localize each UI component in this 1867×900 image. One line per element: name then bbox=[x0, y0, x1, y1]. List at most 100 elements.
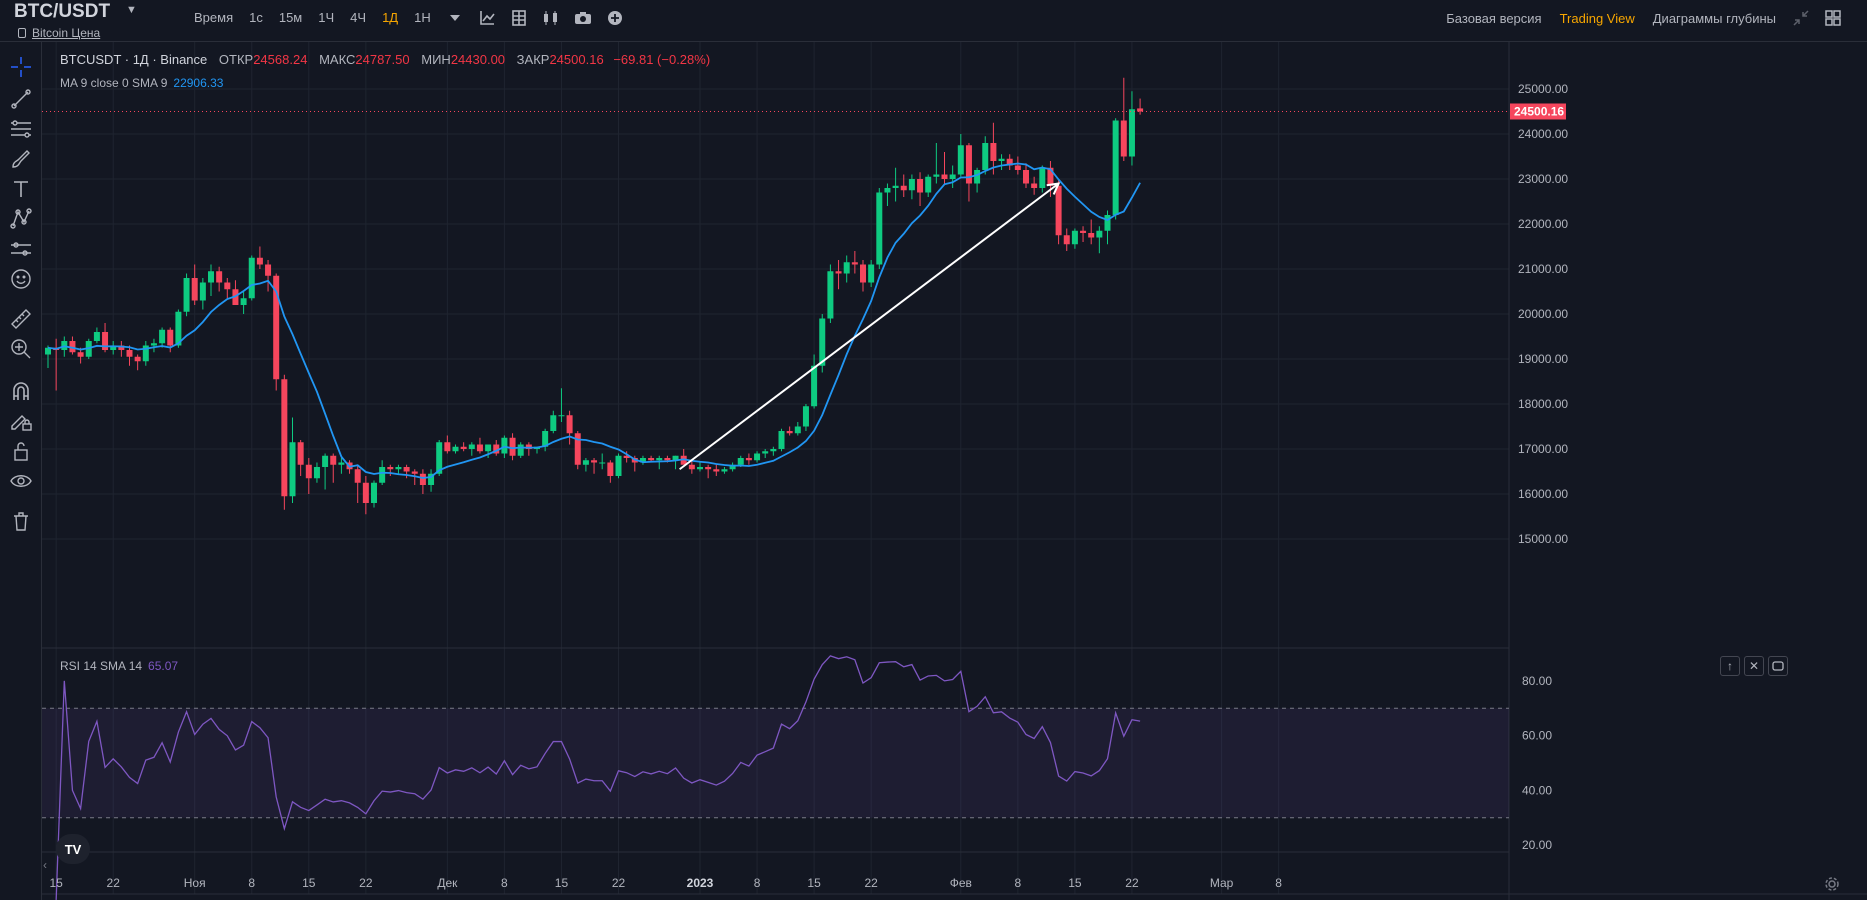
camera-icon[interactable] bbox=[567, 0, 599, 36]
candle-body bbox=[419, 473, 426, 485]
indicators-icon[interactable] bbox=[471, 0, 503, 36]
candle-body bbox=[509, 437, 516, 456]
candle-body bbox=[892, 185, 899, 188]
candle-body bbox=[860, 264, 866, 283]
candle-body bbox=[688, 464, 695, 470]
candle-body bbox=[721, 469, 728, 472]
price-tick-label: 22000.00 bbox=[1518, 217, 1568, 231]
candle-body bbox=[134, 356, 141, 362]
candle-body bbox=[110, 345, 117, 350]
interval-1w[interactable]: 1Н bbox=[414, 10, 431, 25]
legend-open-label: ОТКР bbox=[218, 52, 254, 67]
candle-body bbox=[786, 431, 793, 434]
candle-body bbox=[607, 462, 614, 476]
price-chart[interactable]: 15000.00 16000.00 17000.00 18000.00 19000.00… bbox=[42, 42, 1867, 900]
layout-icon[interactable] bbox=[1817, 0, 1849, 36]
candle-body bbox=[175, 311, 182, 346]
trash-icon[interactable] bbox=[6, 506, 36, 536]
price-tick-label: 21000.00 bbox=[1518, 262, 1568, 276]
candle-body bbox=[835, 271, 842, 274]
forecast-icon[interactable] bbox=[6, 234, 36, 264]
ohlc-legend: BTCUSDT · 1Д · Binance ОТКР24568.24 МАКС… bbox=[60, 52, 710, 67]
price-tick-label: 17000.00 bbox=[1518, 442, 1568, 456]
candle-body bbox=[697, 467, 703, 470]
add-icon[interactable] bbox=[599, 0, 631, 36]
move-up-icon[interactable]: ↑ bbox=[1720, 656, 1740, 676]
rsi-tick-label: 20.00 bbox=[1522, 838, 1552, 852]
chart-type-icon[interactable] bbox=[535, 0, 567, 36]
view-tab-depth[interactable]: Диаграммы глубины bbox=[1652, 10, 1776, 26]
chevron-down-icon[interactable] bbox=[439, 0, 471, 36]
candle-body bbox=[126, 350, 133, 357]
text-icon[interactable] bbox=[6, 174, 36, 204]
interval-1s[interactable]: 1с bbox=[249, 10, 263, 25]
close-icon[interactable]: ✕ bbox=[1744, 656, 1764, 676]
chevron-down-icon[interactable]: ▼ bbox=[126, 4, 137, 16]
candle-body bbox=[436, 442, 443, 474]
time-tick-label: 22 bbox=[864, 876, 878, 890]
ruler-icon[interactable] bbox=[6, 304, 36, 334]
ma-legend[interactable]: MA 9 close 0 SMA 9 22906.33 bbox=[60, 76, 223, 90]
magnet-icon[interactable] bbox=[6, 376, 36, 406]
coin-icon bbox=[18, 28, 26, 38]
lock-drawings-icon[interactable] bbox=[6, 406, 36, 436]
maximize-icon[interactable] bbox=[1768, 656, 1788, 676]
rsi-axis: 20.00 40.00 60.00 80.00 bbox=[1522, 674, 1552, 852]
symbol-subtitle[interactable]: Bitcoin Цена bbox=[18, 26, 100, 40]
interval-15m[interactable]: 15м bbox=[278, 10, 303, 25]
trend-line-icon[interactable] bbox=[6, 84, 36, 114]
brush-icon[interactable] bbox=[6, 144, 36, 174]
price-axis: 15000.00 16000.00 17000.00 18000.00 19000.00… bbox=[1518, 82, 1568, 546]
candle-body bbox=[656, 458, 663, 461]
legend-low-label: МИН bbox=[421, 52, 451, 67]
rsi-tick-label: 60.00 bbox=[1522, 729, 1552, 743]
eye-icon[interactable] bbox=[6, 466, 36, 496]
collapse-icon[interactable] bbox=[1785, 0, 1817, 36]
candle-body bbox=[362, 482, 369, 503]
emoji-icon[interactable] bbox=[6, 264, 36, 294]
candle-body bbox=[1080, 230, 1087, 233]
time-tick-label: 22 bbox=[107, 876, 121, 890]
chevron-left-icon[interactable]: ‹ bbox=[43, 858, 47, 872]
legend-symbol[interactable]: BTCUSDT · 1Д · Binance bbox=[60, 52, 208, 67]
interval-1h[interactable]: 1Ч bbox=[318, 10, 335, 25]
candle-body bbox=[672, 455, 679, 461]
candle-body bbox=[411, 471, 418, 474]
candle-body bbox=[45, 347, 51, 355]
interval-time[interactable]: Время bbox=[194, 10, 234, 25]
candle-body bbox=[615, 455, 622, 476]
candle-body bbox=[550, 415, 557, 431]
candle-body bbox=[868, 264, 875, 283]
view-tab-tradingview[interactable]: Trading View bbox=[1559, 10, 1635, 26]
gear-icon[interactable] bbox=[1824, 876, 1840, 897]
interval-4h[interactable]: 4Ч bbox=[350, 10, 367, 25]
tradingview-logo[interactable]: TV bbox=[56, 834, 90, 864]
zoom-in-icon[interactable] bbox=[6, 334, 36, 364]
candle-body bbox=[468, 444, 475, 449]
time-tick-label: 15 bbox=[555, 876, 569, 890]
candle-body bbox=[167, 329, 174, 346]
candle-body bbox=[191, 278, 198, 301]
templates-icon[interactable] bbox=[503, 0, 535, 36]
candle-body bbox=[93, 332, 100, 341]
crosshair-icon[interactable] bbox=[6, 52, 36, 82]
candle-body bbox=[737, 458, 744, 465]
symbol-subtitle-label[interactable]: Bitcoin Цена bbox=[32, 26, 101, 40]
candle-body bbox=[1063, 235, 1070, 245]
view-tab-basic[interactable]: Базовая версия bbox=[1446, 10, 1542, 26]
price-tick-label: 15000.00 bbox=[1518, 532, 1568, 546]
rsi-background-band bbox=[42, 707, 1509, 819]
lock-icon[interactable] bbox=[6, 436, 36, 466]
rsi-legend[interactable]: RSI 14 SMA 14 65.07 bbox=[60, 659, 178, 673]
interval-1d[interactable]: 1Д bbox=[382, 10, 399, 25]
candle-body bbox=[908, 179, 915, 191]
fib-icon[interactable] bbox=[6, 114, 36, 144]
rsi-legend-label: RSI 14 SMA 14 bbox=[60, 659, 143, 673]
candle-body bbox=[1096, 230, 1103, 238]
symbol-title[interactable]: BTC/USDT bbox=[14, 1, 111, 22]
ma-polyline bbox=[47, 162, 1141, 479]
pattern-icon[interactable] bbox=[6, 204, 36, 234]
time-tick-label: 8 bbox=[248, 876, 255, 890]
candle-body bbox=[77, 352, 84, 357]
candle-body bbox=[933, 174, 940, 177]
